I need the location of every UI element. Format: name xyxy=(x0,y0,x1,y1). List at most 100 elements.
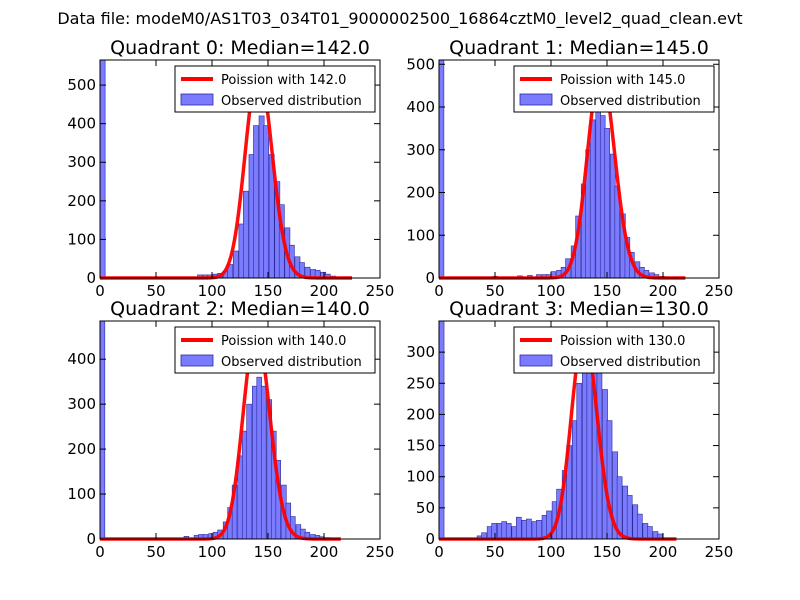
legend: Poission with 142.0 Observed distributio… xyxy=(174,65,376,113)
y-tick-label: 0 xyxy=(86,269,96,287)
x-tick-label: 200 xyxy=(310,543,339,561)
y-tick-label: 300 xyxy=(406,141,435,159)
legend-label-observed: Observed distribution xyxy=(221,355,362,370)
histogram-bar xyxy=(647,526,653,540)
legend-bar-swatch xyxy=(519,354,553,367)
y-tick-label: 200 xyxy=(67,440,96,458)
x-tick-label: 150 xyxy=(254,282,283,300)
histogram-bar xyxy=(438,320,445,540)
histogram-bar xyxy=(99,59,106,279)
histogram-bar xyxy=(438,59,445,279)
histogram-bars xyxy=(438,59,670,279)
x-tick-label: 200 xyxy=(649,543,678,561)
legend-label-observed: Observed distribution xyxy=(560,94,701,109)
y-tick-label: 150 xyxy=(406,437,435,455)
y-axis: 0 100 200 300 400 500 xyxy=(67,76,380,287)
legend: Poission with 140.0 Observed distributio… xyxy=(174,326,376,374)
histogram-bar xyxy=(626,495,633,540)
legend-label-poisson: Poission with 142.0 xyxy=(221,73,346,88)
panel-title: Quadrant 2: Median=140.0 xyxy=(110,298,370,320)
histogram-bar xyxy=(263,125,269,279)
x-tick-label: 200 xyxy=(310,282,339,300)
quadrant-0-panel: Quadrant 0: Median=142.0 0 50 100 150 200 250… xyxy=(67,37,394,300)
x-tick-label: 50 xyxy=(146,543,165,561)
y-axis: 0 100 200 300 400 500 xyxy=(406,55,719,287)
histogram-bar xyxy=(491,523,497,540)
histogram-bar xyxy=(232,250,239,279)
x-tick-label: 50 xyxy=(146,282,165,300)
panel-title: Quadrant 3: Median=130.0 xyxy=(449,298,709,320)
quadrant-1-panel: Quadrant 1: Median=145.0 0 50 100 150 200 250… xyxy=(406,37,733,300)
histogram-bar xyxy=(505,523,512,540)
histogram-bar xyxy=(243,190,249,279)
histogram-bar xyxy=(246,403,252,540)
panel-title: Quadrant 1: Median=145.0 xyxy=(449,37,709,59)
y-axis: 0 100 200 300 400 xyxy=(67,350,380,548)
y-tick-label: 100 xyxy=(406,226,435,244)
y-axis: 0 50 100 150 200 250 300 xyxy=(406,343,719,548)
histogram-bar xyxy=(253,125,259,279)
y-tick-label: 100 xyxy=(406,468,435,486)
legend: Poission with 130.0 Observed distributio… xyxy=(513,326,715,374)
x-tick-label: 0 xyxy=(434,282,444,300)
histogram-bar xyxy=(636,513,643,540)
histogram-bar xyxy=(595,102,601,279)
legend-label-observed: Observed distribution xyxy=(221,94,362,109)
y-tick-label: 400 xyxy=(67,350,96,368)
y-tick-label: 0 xyxy=(425,530,435,548)
plot-frame xyxy=(438,320,720,540)
x-tick-label: 250 xyxy=(705,282,734,300)
y-tick-label: 250 xyxy=(406,374,435,392)
x-tick-label: 100 xyxy=(198,282,227,300)
y-tick-label: 100 xyxy=(67,230,96,248)
y-tick-label: 300 xyxy=(67,395,96,413)
x-tick-label: 0 xyxy=(434,543,444,561)
histogram-bar xyxy=(610,153,616,279)
histogram-bar xyxy=(526,518,532,540)
y-tick-label: 400 xyxy=(67,115,96,133)
y-tick-label: 300 xyxy=(406,343,435,361)
x-tick-label: 150 xyxy=(254,543,283,561)
histogram-bar xyxy=(99,320,106,540)
x-tick-label: 100 xyxy=(537,543,566,561)
x-axis: 0 50 100 150 200 250 xyxy=(434,60,733,300)
legend-bar-swatch xyxy=(519,93,553,106)
quadrant-3-panel: Quadrant 3: Median=130.0 0 50 100 150 200 250… xyxy=(406,298,733,561)
y-tick-label: 300 xyxy=(67,153,96,171)
plot-frame xyxy=(438,59,720,279)
legend-label-poisson: Poission with 145.0 xyxy=(560,73,685,88)
panel-title: Quadrant 0: Median=142.0 xyxy=(110,37,370,59)
histogram-bar xyxy=(599,115,606,279)
x-tick-label: 100 xyxy=(198,543,227,561)
quadrant-2-panel: Quadrant 2: Median=140.0 0 50 100 150 200 250… xyxy=(67,298,394,561)
y-tick-label: 400 xyxy=(406,98,435,116)
y-tick-label: 100 xyxy=(67,485,96,503)
legend: Poission with 145.0 Observed distributio… xyxy=(513,65,715,113)
x-tick-label: 50 xyxy=(485,282,504,300)
x-tick-label: 200 xyxy=(649,282,678,300)
figure-title: Data file: modeM0/AS1T03_034T01_90000025… xyxy=(57,9,742,29)
x-tick-label: 250 xyxy=(366,282,395,300)
legend-bar-swatch xyxy=(180,354,214,367)
y-tick-label: 200 xyxy=(406,184,435,202)
legend-label-poisson: Poission with 140.0 xyxy=(221,334,346,349)
histogram-bar xyxy=(604,128,610,279)
x-tick-label: 100 xyxy=(537,282,566,300)
legend-label-observed: Observed distribution xyxy=(560,355,701,370)
y-tick-label: 200 xyxy=(406,405,435,423)
histogram-bar xyxy=(576,382,583,540)
x-tick-label: 0 xyxy=(95,543,105,561)
histogram-bar xyxy=(606,420,613,540)
histogram-bar xyxy=(256,376,262,540)
histogram-bar xyxy=(536,520,542,540)
x-axis: 0 50 100 150 200 250 xyxy=(95,321,394,561)
y-tick-label: 500 xyxy=(406,55,435,73)
histogram-bar xyxy=(252,385,258,540)
plot-frame xyxy=(99,59,381,279)
legend-bar-swatch xyxy=(180,93,214,106)
y-tick-label: 0 xyxy=(425,269,435,287)
x-axis: 0 50 100 150 200 250 xyxy=(434,321,733,561)
x-tick-label: 150 xyxy=(593,543,622,561)
legend-label-poisson: Poission with 130.0 xyxy=(560,334,685,349)
